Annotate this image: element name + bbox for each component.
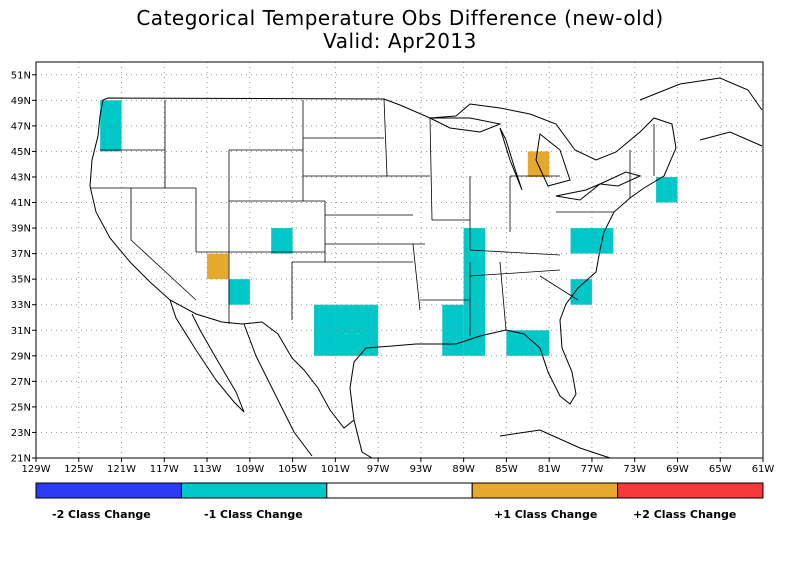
x-tick-label-14: 73W [623, 464, 646, 475]
anomaly-cell-8 [570, 279, 592, 305]
x-tick-label-2: 121W [107, 464, 136, 475]
map-frame [35, 61, 764, 459]
x-tick-label-7: 101W [321, 464, 350, 475]
state-borders [90, 98, 655, 336]
y-tick-label-3: 27N [11, 377, 31, 388]
y-tick-label-14: 49N [11, 96, 31, 107]
legend-label-plus1: +1 Class Change [494, 508, 598, 521]
anomaly-cell-10 [656, 176, 678, 203]
y-tick-label-7: 35N [11, 275, 31, 286]
axis-ticks: 129W 125W 121W 117W 113W 109W 105W 101W 97W 93W 89… [11, 70, 775, 475]
y-tick-label-15: 51N [11, 70, 31, 81]
anomaly-cell-6 [463, 228, 486, 356]
legend-swatch-zero [326, 482, 473, 499]
x-tick-label-4: 113W [193, 464, 222, 475]
x-tick-label-3: 117W [150, 464, 179, 475]
color-legend [35, 482, 764, 499]
legend-label-plus2: +2 Class Change [633, 508, 737, 521]
map-title: Categorical Temperature Obs Difference (… [136, 6, 664, 30]
y-tick-label-6: 33N [11, 300, 31, 311]
x-tick-label-11: 85W [495, 464, 518, 475]
y-tick-label-5: 31N [11, 326, 31, 337]
y-tick-label-13: 47N [11, 121, 31, 132]
anomaly-cell-2 [228, 279, 250, 305]
x-tick-label-16: 65W [709, 464, 732, 475]
y-tick-label-0: 21N [11, 454, 31, 465]
x-tick-label-5: 109W [235, 464, 264, 475]
x-tick-label-15: 69W [666, 464, 689, 475]
coastline-outline [89, 77, 763, 459]
y-tick-label-11: 43N [11, 172, 31, 183]
y-tick-label-8: 37N [11, 249, 31, 260]
x-tick-label-9: 93W [410, 464, 433, 475]
x-tick-label-8: 97W [367, 464, 390, 475]
anomaly-cell-9 [570, 228, 614, 254]
x-tick-label-1: 125W [64, 464, 93, 475]
y-tick-label-10: 41N [11, 198, 31, 209]
cells-layer [100, 100, 678, 356]
legend-swatch-plus1 [471, 482, 619, 499]
anomaly-cell-5 [442, 304, 464, 356]
legend-swatch-minus2 [35, 482, 182, 499]
anomaly-cell-7 [506, 330, 550, 356]
grid-lines [35, 62, 764, 459]
legend-swatch-plus2 [617, 482, 764, 499]
x-tick-label-10: 89W [452, 464, 475, 475]
y-tick-label-4: 29N [11, 351, 31, 362]
map-subtitle: Valid: Apr2013 [323, 29, 477, 53]
anomaly-cell-3 [207, 253, 229, 280]
x-tick-label-6: 105W [278, 464, 307, 475]
y-tick-label-12: 45N [11, 147, 31, 158]
x-tick-label-13: 77W [581, 464, 604, 475]
legend-swatch-minus1 [180, 482, 328, 499]
x-tick-label-17: 61W [752, 464, 775, 475]
legend-label-minus2: -2 Class Change [52, 508, 151, 521]
y-tick-label-9: 39N [11, 224, 31, 235]
y-tick-label-1: 23N [11, 428, 31, 439]
anomaly-cell-0 [100, 100, 122, 152]
x-tick-label-12: 81W [538, 464, 561, 475]
anomaly-cell-1 [271, 228, 293, 254]
y-tick-label-2: 25N [11, 402, 31, 413]
legend-label-minus1: -1 Class Change [204, 508, 303, 521]
x-tick-label-0: 129W [22, 464, 51, 475]
